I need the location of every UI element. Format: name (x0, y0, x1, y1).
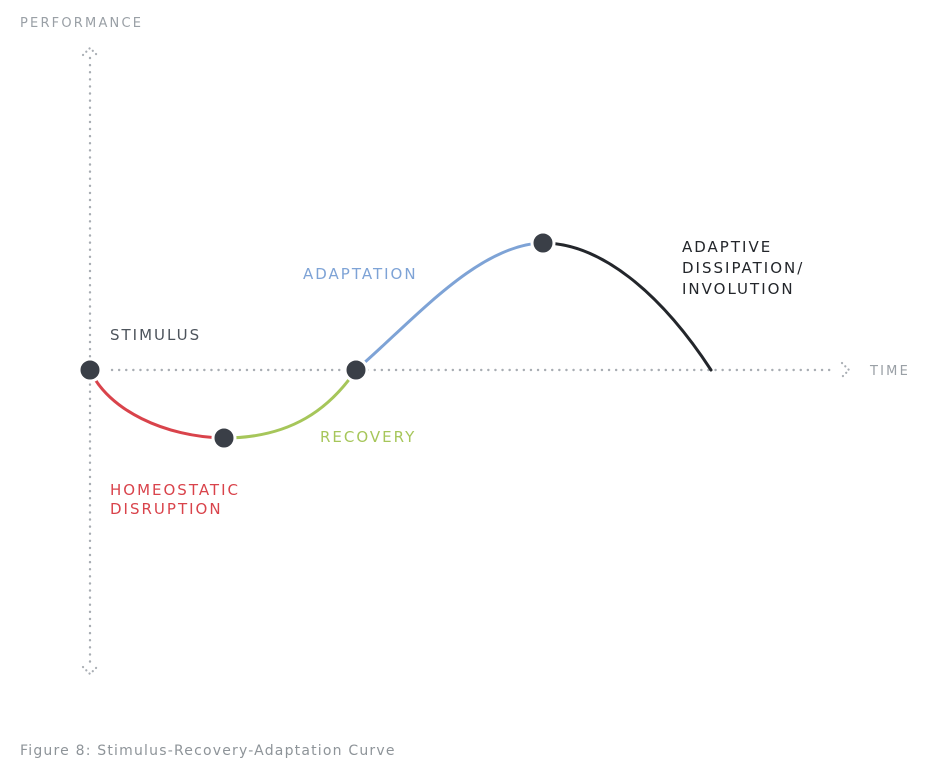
homeostatic-disruption-curve (88, 368, 226, 440)
adaptive-dissipation-label-line-3: INVOLUTION (682, 280, 795, 298)
performance-axis-arrow-down-icon (81, 665, 99, 676)
adaptive-dissipation-label-line-1: ADAPTIVE (682, 238, 772, 256)
homeostatic-disruption-label-line-1: HOMEOSTATIC (110, 481, 240, 499)
stimulus-label: STIMULUS (110, 326, 201, 344)
adaptive-dissipation-curve (541, 241, 713, 372)
adaptive-dissipation-label-line-2: DISSIPATION/ (682, 259, 804, 277)
stimulus-point (77, 357, 103, 383)
adaptation-curve (354, 241, 545, 372)
recovery-baseline-point (343, 357, 369, 383)
time-axis-label: TIME (869, 364, 910, 379)
figure-caption: Figure 8: Stimulus-Recovery-Adaptation C… (20, 743, 396, 759)
adaptation-peak-point (530, 230, 556, 256)
adaptation-label: ADAPTATION (303, 265, 418, 283)
homeostatic-disruption-label-line-2: DISRUPTION (110, 500, 223, 518)
performance-axis-arrow-up-icon (81, 46, 99, 57)
performance-axis-label: PERFORMANCE (20, 16, 143, 31)
recovery-curve (222, 368, 358, 440)
recovery-label: RECOVERY (320, 428, 416, 446)
disruption-low-point (211, 425, 237, 451)
time-axis-arrow-right-icon (840, 361, 851, 379)
